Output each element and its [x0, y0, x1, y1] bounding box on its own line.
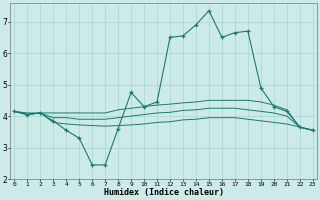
- X-axis label: Humidex (Indice chaleur): Humidex (Indice chaleur): [104, 188, 224, 197]
